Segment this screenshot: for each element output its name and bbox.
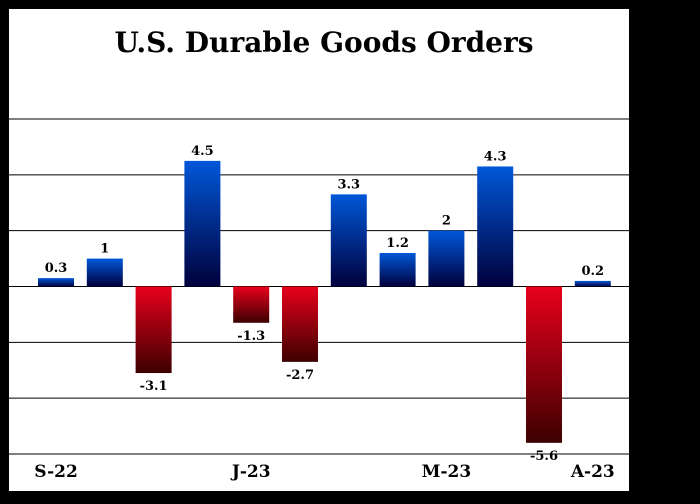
- data-label: -3.1: [140, 379, 168, 394]
- data-label: 0.3: [45, 261, 68, 276]
- bar: [86, 258, 123, 287]
- bar: [428, 230, 465, 287]
- y-tick-label: 6.0: [651, 110, 681, 130]
- data-label: 3.3: [337, 177, 360, 192]
- y-tick-label: 2.0: [651, 222, 681, 242]
- data-label: -1.3: [237, 329, 265, 344]
- chart-title: U.S. Durable Goods Orders: [114, 26, 533, 59]
- x-tick-label: A-23: [570, 462, 615, 482]
- data-label: 2: [442, 214, 451, 229]
- x-tick-label: S-22: [34, 462, 78, 482]
- data-label: 1.2: [386, 236, 409, 251]
- bars: [38, 160, 611, 443]
- x-axis-tick-labels: S-22 J-23 M-23 A-23: [34, 462, 615, 482]
- data-label: 4.5: [191, 144, 214, 159]
- x-tick-label: J-23: [230, 462, 271, 482]
- y-tick-label: -4.0: [648, 389, 685, 409]
- plot-background: [9, 9, 629, 491]
- bar: [330, 194, 367, 287]
- y-tick-label: -2.0: [648, 333, 685, 353]
- data-labels: 0.3 1 -3.1 4.5 -1.3 -2.7 3.3 1.2 2 4.3 -5.6 0.2: [45, 144, 604, 464]
- bar: [379, 253, 416, 287]
- x-tick-label: M-23: [422, 462, 472, 482]
- bar: [477, 166, 514, 287]
- data-label: -2.7: [286, 368, 314, 383]
- y-tick-label: 4.0: [651, 166, 681, 186]
- bar: [526, 286, 562, 443]
- bar: [282, 286, 318, 362]
- y-axis-tick-labels: 6.0 4.0 2.0 0.0 -2.0 -4.0 -6.0: [648, 110, 685, 465]
- bar: [233, 286, 270, 323]
- y-tick-label: 0.0: [651, 278, 681, 298]
- y-tick-label: -6.0: [648, 445, 685, 465]
- bar: [184, 160, 221, 287]
- bar: [135, 286, 172, 374]
- data-label: 4.3: [484, 149, 507, 164]
- data-label: 0.2: [581, 264, 604, 279]
- data-label: 1: [100, 242, 109, 257]
- bar: [38, 278, 74, 287]
- gridlines: [9, 118, 629, 455]
- data-label: -5.6: [530, 449, 558, 464]
- bar: [574, 280, 611, 287]
